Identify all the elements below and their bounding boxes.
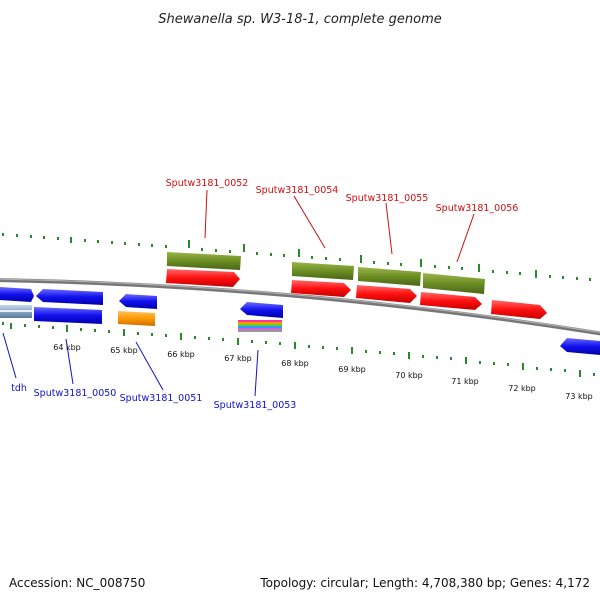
gene-label-sputw3181-0050[interactable]: Sputw3181_0050 xyxy=(34,388,117,399)
gene-label-sputw3181-0051[interactable]: Sputw3181_0051 xyxy=(120,393,203,404)
gene-feature-blue-0050[interactable] xyxy=(34,307,102,324)
tick-label-71: 71 kbp xyxy=(451,377,479,386)
gene-feature-green-0054[interactable] xyxy=(292,262,354,280)
tick-label-67: 67 kbp xyxy=(224,354,252,363)
cds-arrow-blue-left[interactable] xyxy=(0,287,34,302)
tick-label-68: 68 kbp xyxy=(281,359,309,368)
cds-arrow-red-0052[interactable] xyxy=(166,269,240,287)
accession-text: Accession: NC_008750 xyxy=(9,576,145,590)
cds-arrow-blue-0053[interactable] xyxy=(240,302,283,318)
cds-arrow-red-0056[interactable] xyxy=(420,292,482,310)
gene-label-sputw3181-0054[interactable]: Sputw3181_0054 xyxy=(256,185,339,196)
gene-feature-green-0052[interactable] xyxy=(167,252,241,270)
gene-label-sputw3181-0053[interactable]: Sputw3181_0053 xyxy=(214,400,297,411)
cds-arrow-red-extra[interactable] xyxy=(491,300,547,319)
upper-tick-track xyxy=(2,233,591,281)
forward-gene-labels: Sputw3181_0052 Sputw3181_0054 Sputw3181_… xyxy=(166,178,519,214)
tick-label-69: 69 kbp xyxy=(338,365,366,374)
tick-label-72: 72 kbp xyxy=(508,384,536,393)
tick-label-64: 64 kbp xyxy=(53,343,81,352)
gene-feature-orange-0051[interactable] xyxy=(118,311,155,326)
gene-feature-green-0055[interactable] xyxy=(358,267,421,286)
reverse-gene-labels: tdh Sputw3181_0050 Sputw3181_0051 Sputw3… xyxy=(11,383,296,411)
tick-label-66: 66 kbp xyxy=(167,350,195,359)
lower-tick-track xyxy=(2,322,595,377)
gene-label-sputw3181-0056[interactable]: Sputw3181_0056 xyxy=(436,203,519,214)
genome-title: Shewanella sp. W3-18-1, complete genome xyxy=(158,12,441,27)
cds-arrow-blue-right[interactable] xyxy=(560,338,600,355)
genome-backbone xyxy=(0,278,600,336)
label-leader-lines xyxy=(2,189,475,397)
cds-arrow-red-0055[interactable] xyxy=(356,285,417,303)
kbp-tick-labels: 64 kbp 65 kbp 66 kbp 67 kbp 68 kbp 69 kb… xyxy=(53,343,593,401)
tick-label-73: 73 kbp xyxy=(565,392,593,401)
gene-feature-green-0056[interactable] xyxy=(423,273,485,294)
cds-arrow-red-0054[interactable] xyxy=(291,280,351,297)
tick-label-65: 65 kbp xyxy=(110,346,138,355)
genome-summary-text: Topology: circular; Length: 4,708,380 bp… xyxy=(259,576,590,590)
cds-arrow-blue-0050a[interactable] xyxy=(36,289,103,305)
gene-label-sputw3181-0055[interactable]: Sputw3181_0055 xyxy=(346,193,429,204)
cds-arrow-blue-0051[interactable] xyxy=(119,294,157,309)
gene-label-sputw3181-0052[interactable]: Sputw3181_0052 xyxy=(166,178,249,189)
gene-label-tdh[interactable]: tdh xyxy=(11,383,27,394)
tick-label-70: 70 kbp xyxy=(395,371,423,380)
gene-feature-striped-0053[interactable] xyxy=(238,320,282,332)
